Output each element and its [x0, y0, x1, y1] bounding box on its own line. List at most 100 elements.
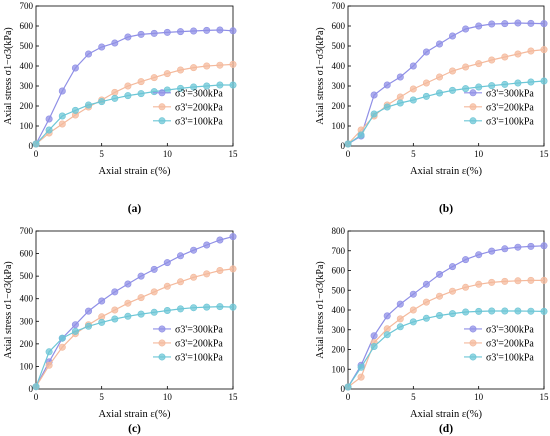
data-point [177, 84, 185, 92]
plot-frame [347, 5, 545, 147]
data-point [435, 89, 443, 97]
data-point [435, 40, 443, 48]
y-tick-label: 600 [332, 21, 346, 31]
data-point [396, 73, 404, 81]
legend-marker [469, 89, 477, 97]
legend-label: σ3'=100kPa [175, 116, 223, 127]
data-point [58, 112, 66, 120]
y-axis-title: Axial stress σ1−σ3(kPa) [3, 261, 14, 359]
chart-panel-a: 0 5 10 150100200300400500600700σ3'=300kPaσ3… [3, 1, 238, 215]
x-axis-title: Axial strain ε(%) [98, 409, 171, 420]
data-point [124, 33, 132, 41]
data-point [111, 315, 119, 323]
series-line [347, 245, 545, 388]
data-point [344, 140, 352, 148]
data-point [137, 78, 145, 86]
series-line [35, 268, 234, 388]
y-tick-label: 200 [20, 101, 34, 111]
legend-marker [469, 117, 477, 125]
data-point [45, 115, 53, 123]
data-point [216, 81, 224, 89]
data-point [527, 47, 535, 55]
series-line [35, 63, 234, 145]
data-point [150, 308, 158, 316]
data-point [422, 280, 430, 288]
series-line [35, 84, 233, 145]
y-tick-label: 500 [20, 41, 34, 51]
series-3 [344, 77, 548, 148]
data-point [527, 307, 535, 315]
data-point [488, 278, 496, 286]
data-point [229, 60, 237, 68]
y-axis-title: Axial stress σ1−σ3(kPa) [315, 27, 326, 125]
data-point [45, 348, 53, 356]
x-tick-label: 15 [229, 392, 239, 402]
data-point [396, 93, 404, 101]
data-point [514, 19, 522, 27]
data-point [32, 383, 40, 391]
data-point [216, 236, 224, 244]
x-tick-label: 10 [474, 392, 484, 402]
data-point [124, 299, 132, 307]
data-point [488, 82, 496, 90]
data-point [409, 318, 417, 326]
y-axis-title: Axial stress σ1−σ3(kPa) [315, 261, 326, 359]
panel-label: (a) [128, 203, 142, 215]
data-point [501, 277, 509, 285]
plot-frame [35, 5, 234, 147]
data-point [475, 251, 483, 259]
data-point [383, 103, 391, 111]
plot-frame [35, 230, 234, 390]
data-point [540, 46, 548, 54]
data-point [383, 81, 391, 89]
chart-panel-c: 0 5 10 150100200300400500600700σ3'=300kPaσ3… [3, 226, 238, 435]
series-line [347, 310, 545, 388]
data-point [190, 83, 198, 91]
data-point [58, 120, 66, 128]
data-point [177, 252, 185, 260]
data-point [396, 99, 404, 107]
x-tick-label: 15 [540, 392, 550, 402]
data-point [190, 273, 198, 281]
data-point [475, 60, 483, 68]
data-point [422, 79, 430, 87]
legend-marker [158, 89, 166, 97]
data-point [71, 106, 79, 114]
data-point [163, 306, 171, 314]
data-point [203, 82, 211, 90]
y-tick-label: 100 [20, 361, 34, 371]
data-point [85, 322, 93, 330]
data-point [448, 263, 456, 271]
x-tick-label: 0 [34, 392, 39, 402]
legend-marker [469, 325, 477, 333]
legend-marker [469, 353, 477, 361]
x-tick-label: 15 [229, 149, 239, 159]
y-tick-label: 600 [20, 21, 34, 31]
data-point [422, 314, 430, 322]
data-point [71, 321, 79, 329]
data-point [396, 315, 404, 323]
y-tick-label: 700 [20, 1, 34, 11]
data-point [435, 311, 443, 319]
data-point [137, 272, 145, 280]
data-point [216, 303, 224, 311]
legend-label: σ3'=200kPa [486, 102, 534, 113]
data-point [514, 277, 522, 285]
y-tick-label: 300 [332, 325, 346, 335]
data-point [422, 48, 430, 56]
legend-marker [158, 325, 166, 333]
legend: σ3'=300kPa σ3'=200kPa σ3'=100kPa [153, 88, 223, 127]
data-point [448, 86, 456, 94]
data-point [85, 307, 93, 315]
series-1 [344, 242, 548, 391]
legend-marker [158, 117, 166, 125]
data-point [501, 245, 509, 253]
y-tick-label: 500 [332, 41, 346, 51]
data-point [71, 327, 79, 335]
y-tick-label: 200 [20, 339, 34, 349]
panel-label: (c) [128, 423, 141, 435]
data-point [150, 29, 158, 37]
data-point [344, 383, 352, 391]
data-point [540, 242, 548, 250]
data-point [216, 61, 224, 69]
